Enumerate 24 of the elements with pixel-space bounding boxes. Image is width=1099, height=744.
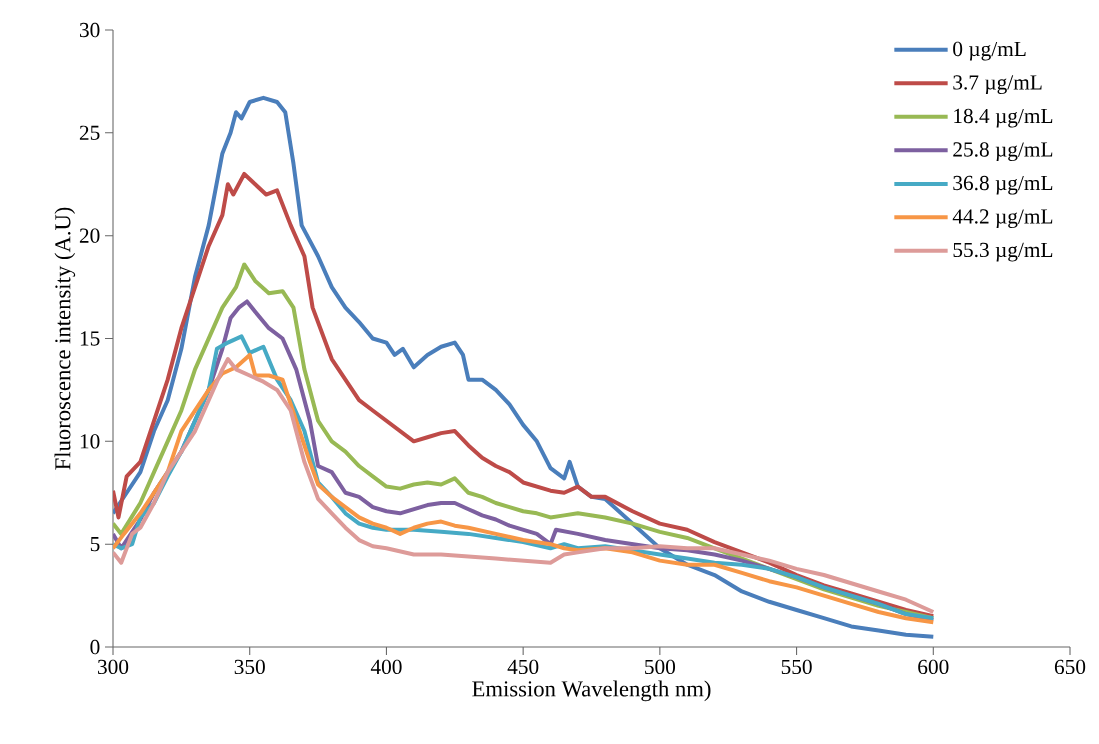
y-tick-label: 15 xyxy=(80,331,100,346)
legend-label: 3.7 µg/mL xyxy=(953,75,1042,95)
y-tick-label: 20 xyxy=(79,228,100,243)
y-tick-label: 0 xyxy=(90,639,100,655)
x-tick-label: 500 xyxy=(645,659,676,675)
x-tick-label: 550 xyxy=(781,659,812,675)
y-axis-title: Fluoroscence intensity (A.U) xyxy=(54,207,76,470)
x-tick-label: 600 xyxy=(918,659,949,675)
x-axis-title: Emission Wavelength nm) xyxy=(472,680,711,702)
x-tick-label: 650 xyxy=(1054,659,1086,675)
y-tick-label: 5 xyxy=(90,537,100,552)
legend-label: 55.3 µg/mL xyxy=(953,242,1053,262)
legend-label: 0 µg/mL xyxy=(953,41,1026,61)
legend-label: 25.8 µg/mL xyxy=(953,142,1053,162)
legend-label: 36.8 µg/mL xyxy=(953,175,1053,195)
legend-label: 18.4 µg/mL xyxy=(954,108,1053,128)
y-tick-label: 30 xyxy=(79,22,100,38)
x-tick-label: 350 xyxy=(234,659,265,675)
y-tick-label: 10 xyxy=(80,434,100,449)
x-tick-label: 450 xyxy=(507,659,539,675)
legend-label: 44.2 µg/mL xyxy=(952,209,1053,229)
x-tick-label: 300 xyxy=(98,659,129,675)
y-tick-label: 25 xyxy=(79,125,100,140)
x-tick-label: 400 xyxy=(370,659,402,675)
